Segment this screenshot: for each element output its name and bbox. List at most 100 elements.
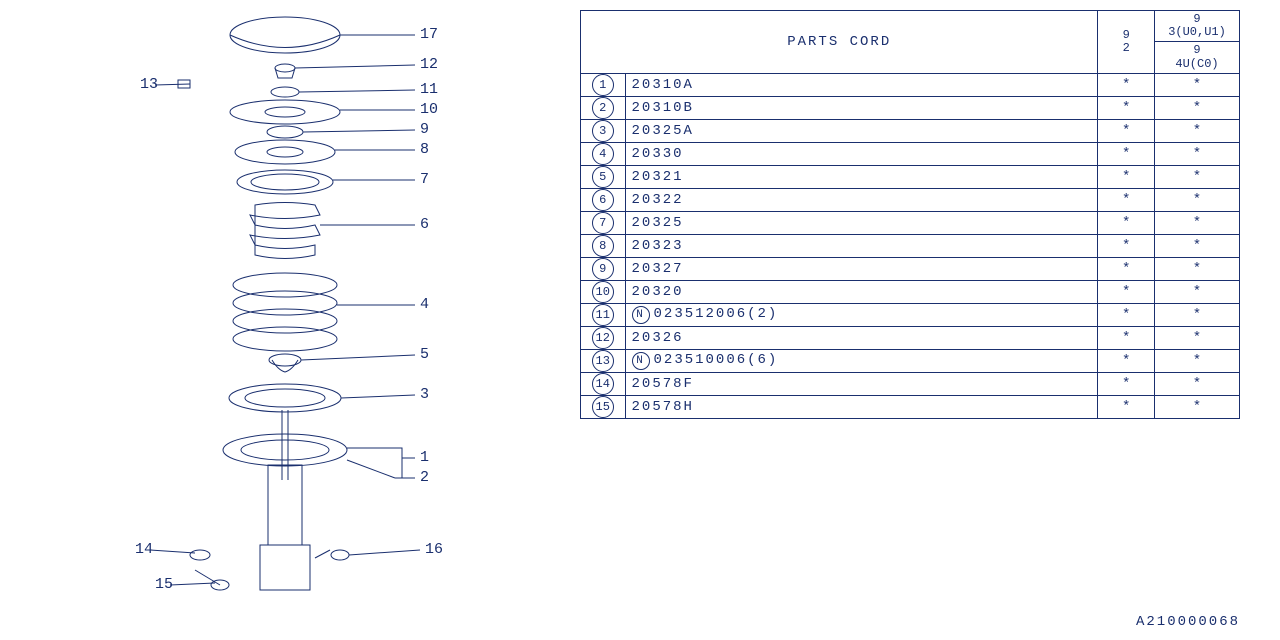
callout-10: 10 bbox=[420, 101, 438, 118]
row-index: 5 bbox=[581, 165, 626, 188]
row-index: 13 bbox=[581, 349, 626, 372]
index-circle: 8 bbox=[592, 235, 614, 257]
index-circle: 2 bbox=[592, 97, 614, 119]
table-row: 1020320** bbox=[581, 280, 1240, 303]
table-row: 1220326** bbox=[581, 326, 1240, 349]
index-circle: 1 bbox=[592, 74, 614, 96]
row-index: 8 bbox=[581, 234, 626, 257]
row-index: 9 bbox=[581, 257, 626, 280]
index-circle: 12 bbox=[592, 327, 614, 349]
row-index: 12 bbox=[581, 326, 626, 349]
mark-col-2: * bbox=[1155, 188, 1240, 211]
callout-8: 8 bbox=[420, 141, 429, 158]
callout-15: 15 bbox=[155, 576, 173, 593]
header-col-right-top: 9 3(U0,U1) bbox=[1155, 11, 1240, 42]
n-icon: N bbox=[632, 352, 650, 370]
mark-col-2: * bbox=[1155, 73, 1240, 96]
callout-13: 13 bbox=[140, 76, 158, 93]
index-circle: 6 bbox=[592, 189, 614, 211]
callout-11: 11 bbox=[420, 81, 438, 98]
mark-col-1: * bbox=[1098, 349, 1155, 372]
table-row: 720325** bbox=[581, 211, 1240, 234]
row-index: 3 bbox=[581, 119, 626, 142]
callout-16: 16 bbox=[425, 541, 443, 558]
header-col-right-bot: 9 4U(C0) bbox=[1155, 42, 1240, 73]
mark-col-2: * bbox=[1155, 165, 1240, 188]
callout-9: 9 bbox=[420, 121, 429, 138]
row-index: 14 bbox=[581, 372, 626, 395]
table-row: 220310B** bbox=[581, 96, 1240, 119]
table-row: 920327** bbox=[581, 257, 1240, 280]
part-code: 20310A bbox=[625, 73, 1098, 96]
parts-table: PARTS CORD 9 2 9 3(U0,U1) 9 4U(C0) 12031… bbox=[580, 10, 1240, 419]
row-index: 11 bbox=[581, 303, 626, 326]
index-circle: 15 bbox=[592, 396, 614, 418]
part-code: 20327 bbox=[625, 257, 1098, 280]
mark-col-1: * bbox=[1098, 326, 1155, 349]
part-code: 20330 bbox=[625, 142, 1098, 165]
mark-col-1: * bbox=[1098, 372, 1155, 395]
callout-3: 3 bbox=[420, 386, 429, 403]
n-icon: N bbox=[632, 306, 650, 324]
callout-5: 5 bbox=[420, 346, 429, 363]
index-circle: 13 bbox=[592, 350, 614, 372]
index-circle: 11 bbox=[592, 304, 614, 326]
mark-col-1: * bbox=[1098, 188, 1155, 211]
table-row: 420330** bbox=[581, 142, 1240, 165]
mark-col-2: * bbox=[1155, 395, 1240, 418]
table-row: 120310A** bbox=[581, 73, 1240, 96]
h92b: 2 bbox=[1123, 41, 1130, 55]
callout-17: 17 bbox=[420, 26, 438, 43]
parts-table-area: PARTS CORD 9 2 9 3(U0,U1) 9 4U(C0) 12031… bbox=[580, 10, 1250, 419]
mark-col-1: * bbox=[1098, 96, 1155, 119]
mark-col-2: * bbox=[1155, 257, 1240, 280]
table-row: 320325A** bbox=[581, 119, 1240, 142]
callout-7: 7 bbox=[420, 171, 429, 188]
mark-col-2: * bbox=[1155, 326, 1240, 349]
callout-14: 14 bbox=[135, 541, 153, 558]
mark-col-1: * bbox=[1098, 280, 1155, 303]
table-row: 520321** bbox=[581, 165, 1240, 188]
drawing-number: A210000068 bbox=[1136, 614, 1240, 630]
exploded-diagram: 1712131110987645312141516 bbox=[20, 10, 540, 620]
mark-col-1: * bbox=[1098, 211, 1155, 234]
index-circle: 5 bbox=[592, 166, 614, 188]
part-code: 20322 bbox=[625, 188, 1098, 211]
mark-col-2: * bbox=[1155, 119, 1240, 142]
mark-col-1: * bbox=[1098, 73, 1155, 96]
diagram-svg bbox=[20, 10, 540, 630]
row-index: 2 bbox=[581, 96, 626, 119]
index-circle: 7 bbox=[592, 212, 614, 234]
mark-col-2: * bbox=[1155, 280, 1240, 303]
callout-1: 1 bbox=[420, 449, 429, 466]
row-index: 7 bbox=[581, 211, 626, 234]
part-code: 20578H bbox=[625, 395, 1098, 418]
table-row: 1520578H** bbox=[581, 395, 1240, 418]
index-circle: 3 bbox=[592, 120, 614, 142]
mark-col-2: * bbox=[1155, 96, 1240, 119]
header-col-92: 9 2 bbox=[1098, 11, 1155, 74]
table-row: 820323** bbox=[581, 234, 1240, 257]
row-index: 6 bbox=[581, 188, 626, 211]
mark-col-2: * bbox=[1155, 211, 1240, 234]
part-code: 20321 bbox=[625, 165, 1098, 188]
table-row: 13N023510006(6)** bbox=[581, 349, 1240, 372]
mark-col-1: * bbox=[1098, 395, 1155, 418]
parts-table-body: 120310A**220310B**320325A**420330**52032… bbox=[581, 73, 1240, 418]
callout-12: 12 bbox=[420, 56, 438, 73]
mark-col-1: * bbox=[1098, 119, 1155, 142]
mark-col-1: * bbox=[1098, 165, 1155, 188]
index-circle: 9 bbox=[592, 258, 614, 280]
table-row: 1420578F** bbox=[581, 372, 1240, 395]
h92t: 9 bbox=[1123, 28, 1130, 42]
part-code: 20325 bbox=[625, 211, 1098, 234]
callout-4: 4 bbox=[420, 296, 429, 313]
table-row: 620322** bbox=[581, 188, 1240, 211]
mark-col-2: * bbox=[1155, 372, 1240, 395]
part-code: 20320 bbox=[625, 280, 1098, 303]
index-circle: 4 bbox=[592, 143, 614, 165]
part-code: N023510006(6) bbox=[625, 349, 1098, 372]
index-circle: 10 bbox=[592, 281, 614, 303]
mark-col-1: * bbox=[1098, 303, 1155, 326]
row-index: 1 bbox=[581, 73, 626, 96]
